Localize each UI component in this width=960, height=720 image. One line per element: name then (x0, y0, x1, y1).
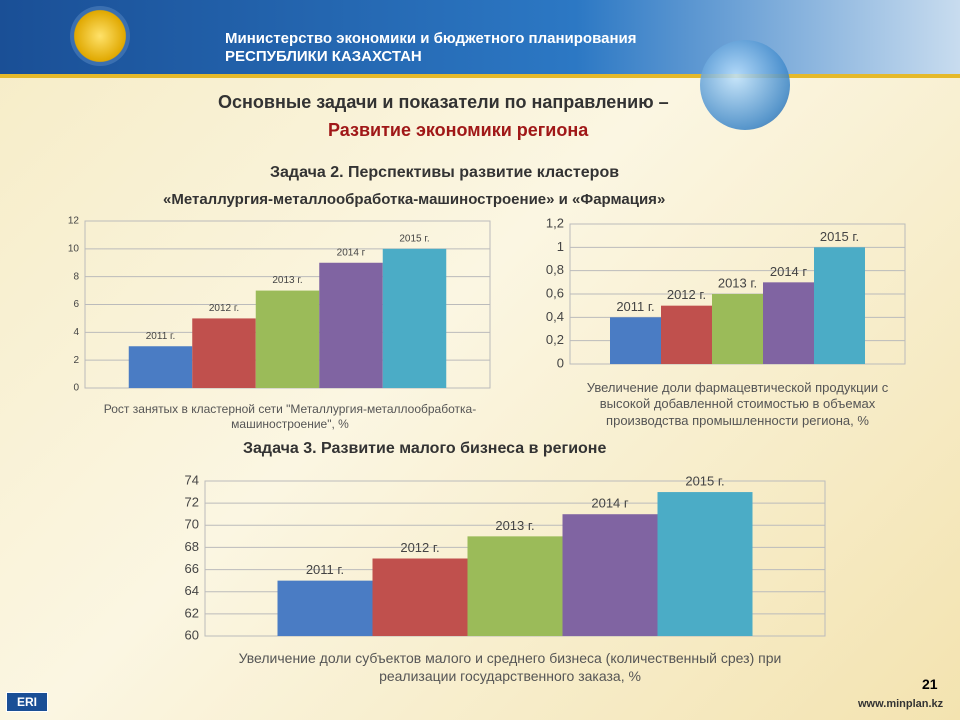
task-heading: Задача 2. Перспективы развитие кластеров (270, 164, 620, 181)
bar (763, 282, 814, 364)
y-tick-label: 4 (73, 327, 79, 338)
task-heading: Задача 3. Развитие малого бизнеса в реги… (243, 440, 607, 457)
globe (700, 40, 790, 130)
y-tick-label: 0,4 (546, 309, 564, 324)
bar-label: 2013 г. (495, 518, 534, 533)
bar-label: 2013 г. (718, 275, 757, 290)
ministry: Министерство экономики и бюджетного план… (225, 30, 637, 47)
bar-label: 2011 г. (306, 562, 344, 577)
bar-label: 2015 г. (399, 233, 429, 244)
bar-label: 2012 г. (209, 303, 239, 314)
bar-label: 2014 г (337, 247, 366, 258)
y-tick-label: 0 (557, 355, 564, 370)
bar (277, 580, 373, 636)
y-tick-label: 64 (185, 583, 199, 598)
x-axis-title: Рост занятых в кластерной сети "Металлур… (103, 402, 477, 431)
y-tick-label: 66 (185, 561, 199, 576)
bar (562, 514, 658, 636)
bar-label: 2015 г. (685, 474, 724, 489)
page-number: 21 (922, 676, 938, 692)
bar (255, 290, 320, 388)
bar-label: 2011 г. (146, 331, 176, 342)
bar-label: 2014 г (591, 496, 629, 511)
y-tick-label: 8 (73, 271, 79, 282)
bar (467, 536, 563, 636)
y-tick-label: 62 (185, 605, 199, 620)
bar (128, 346, 193, 388)
bar (192, 318, 256, 388)
bar (661, 305, 712, 364)
x-axis-title: Увеличение доли фармацевтической продукц… (586, 380, 889, 428)
x-axis-title: Увеличение доли субъектов малого и средн… (238, 650, 782, 684)
logo: ERI (6, 692, 49, 712)
bar (657, 492, 753, 636)
bar-label: 2015 г. (820, 229, 859, 244)
title: Основные задачи и показатели по направле… (218, 92, 669, 112)
emblem (70, 6, 130, 66)
task-heading: «Металлургия-металлообработка-машиностро… (163, 191, 666, 208)
bar (712, 294, 763, 364)
bar-label: 2013 г. (272, 275, 302, 286)
bar-label: 2014 г (770, 264, 808, 279)
bar-label: 2012 г. (400, 540, 439, 555)
subtitle: Развитие экономики региона (328, 120, 589, 140)
banner (0, 0, 960, 78)
bar-label: 2011 г. (616, 299, 654, 314)
y-tick-label: 0,2 (546, 332, 564, 347)
y-tick-label: 10 (68, 243, 80, 254)
bar (610, 317, 661, 364)
bar (382, 248, 447, 388)
y-tick-label: 2 (73, 355, 79, 366)
y-tick-label: 0,6 (546, 285, 564, 300)
y-tick-label: 68 (185, 539, 199, 554)
republic: РЕСПУБЛИКИ КАЗАХСТАН (225, 48, 422, 65)
y-tick-label: 70 (185, 517, 199, 532)
y-tick-label: 74 (185, 472, 199, 487)
bar-label: 2012 г. (667, 287, 706, 302)
site: www.minplan.kz (858, 698, 944, 710)
bar (372, 558, 468, 636)
y-tick-label: 12 (68, 216, 80, 227)
y-tick-label: 1 (557, 239, 564, 254)
y-tick-label: 60 (185, 627, 199, 642)
bar (814, 247, 865, 364)
y-tick-label: 6 (73, 299, 79, 310)
y-tick-label: 1,2 (546, 215, 564, 230)
bar (319, 262, 383, 388)
y-tick-label: 0,8 (546, 262, 564, 277)
y-tick-label: 0 (73, 383, 79, 394)
y-tick-label: 72 (185, 495, 199, 510)
